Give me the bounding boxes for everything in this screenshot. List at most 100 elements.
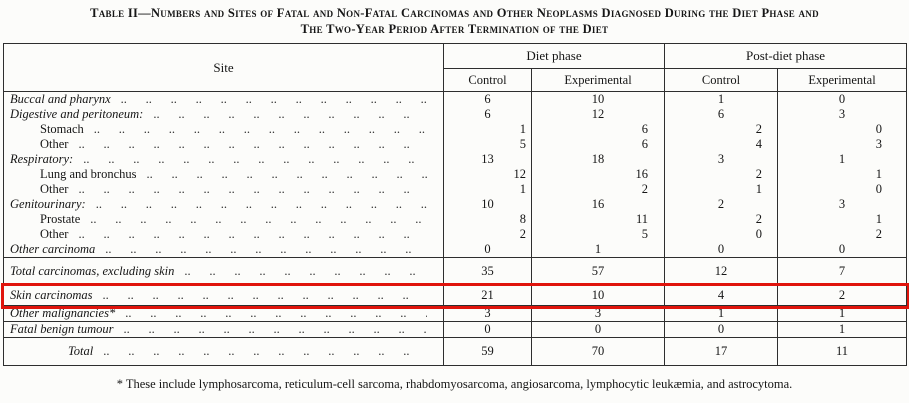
table-row: Other .. .. .. .. .. .. .. .. .. .. .. ..… [3,137,907,152]
value-cell: 0 [777,242,907,258]
value-cell: 0 [531,321,666,338]
value-cell: 59 [443,337,532,366]
dot-leader: .. .. .. .. .. .. .. .. .. .. .. .. .. .… [125,306,427,320]
row-label: Other carcinoma [10,242,96,256]
value-cell: 5 [531,227,666,242]
dot-leader: .. .. .. .. .. .. .. .. .. .. .. .. .. .… [93,122,427,136]
row-label: Prostate [40,212,81,226]
value-cell: 0 [443,242,532,258]
value-cell: 1 [664,305,779,322]
table-row: Other .. .. .. .. .. .. .. .. .. .. .. ..… [3,227,907,242]
value-cell: 35 [443,257,532,286]
value-cell: 3 [838,107,846,121]
value-cell: 5 [443,137,532,152]
table-row: Genitourinary: .. .. .. .. .. .. .. .. ..… [3,197,907,212]
row-label: Buccal and pharynx [10,92,111,106]
row-label: Stomach [40,122,84,136]
value-cell: 16 [531,197,666,212]
value-cell: 1 [664,91,779,107]
value-cell: 6 [531,137,666,152]
table-header: Site Diet phase Post-diet phase Control … [3,43,907,92]
value-cell: 0 [875,122,883,136]
value-cell: 1 [443,182,532,197]
dot-leader: .. .. .. .. .. .. .. .. .. .. .. .. .. .… [184,264,427,278]
site-cell: Buccal and pharynx .. .. .. .. .. .. .. .… [3,91,444,107]
value-cell: 7 [777,257,907,286]
row-label: Other [40,137,69,151]
table-title-line2: The Two-Year Period After Termination of… [300,22,609,36]
value-cell: 1 [664,182,779,197]
header-group-row: Site Diet phase Post-diet phase [3,43,907,92]
dot-leader: .. .. .. .. .. .. .. .. .. .. .. .. .. .… [102,288,427,302]
site-cell: Total carcinomas, excluding skin .. .. ..… [3,257,444,286]
table-row: Other carcinoma .. .. .. .. .. .. .. .. .… [3,242,907,258]
row-label: Digestive and peritoneum: [10,107,144,121]
value-cell: 2 [664,122,779,137]
value-cell: 8 [443,212,532,227]
value-cell: 3 [875,137,883,151]
value-cell: 0 [664,242,779,258]
value-cell: 1 [875,167,883,181]
value-cell: 17 [664,337,779,366]
value-cell: 11 [531,212,666,227]
value-cell: 1 [443,122,532,137]
value-cell: 1 [777,321,907,338]
dot-leader: .. .. .. .. .. .. .. .. .. .. .. .. .. .… [123,322,427,336]
value-cell: 4 [664,285,779,306]
value-cell: 2 [875,227,883,241]
value-cell: 6 [443,107,532,122]
value-cell: 0 [664,227,779,242]
dot-leader: .. .. .. .. .. .. .. .. .. .. .. .. .. .… [146,167,427,181]
site-cell: Lung and bronchus .. .. .. .. .. .. .. ..… [3,167,444,182]
table-title-line1: Table II—Numbers and Sites of Fatal and … [90,6,819,20]
value-cell: 10 [531,285,666,306]
dot-leader: .. .. .. .. .. .. .. .. .. .. .. .. .. .… [78,227,427,241]
value-cell: 3 [531,305,666,322]
value-cell: 1 [531,242,666,258]
table-row: Total .. .. .. .. .. .. .. .. .. .. .. ..… [3,337,907,366]
row-label: Respiratory: [10,152,74,166]
row-label: Total [68,344,94,358]
value-cell: 1 [838,152,846,166]
row-label: Genitourinary: [10,197,86,211]
footnote: * These include lymphosarcoma, reticulum… [116,377,793,391]
table-row: Fatal benign tumour .. .. .. .. .. .. .. … [3,321,907,338]
dot-leader: .. .. .. .. .. .. .. .. .. .. .. .. .. .… [105,242,427,256]
carcinoma-table: Site Diet phase Post-diet phase Control … [0,43,909,366]
value-cell: 4 [664,137,779,152]
value-cell: 2 [664,167,779,182]
table-row: Respiratory: .. .. .. .. .. .. .. .. .. .… [3,152,907,167]
value-cell: 12 [443,167,532,182]
table-row: Digestive and peritoneum: .. .. .. .. .. … [3,107,907,122]
value-cell: 1 [875,212,883,226]
row-label: Lung and bronchus [40,167,137,181]
dot-leader: .. .. .. .. .. .. .. .. .. .. .. .. .. .… [90,212,427,226]
site-cell: Prostate .. .. .. .. .. .. .. .. .. .. ..… [3,212,444,227]
table-title: Table II—Numbers and Sites of Fatal and … [0,0,909,37]
table-body: Buccal and pharynx .. .. .. .. .. .. .. .… [0,91,909,366]
value-cell: 3 [443,305,532,322]
table-row: Stomach .. .. .. .. .. .. .. .. .. .. .. … [3,122,907,137]
header-subcolumn-row: Control Experimental Control Experimenta… [4,68,907,92]
value-cell: 0 [875,182,883,196]
value-cell: 2 [777,285,907,306]
row-label: Other malignancies* [10,306,116,320]
site-cell: Skin carcinomas .. .. .. .. .. .. .. .. .… [3,285,444,306]
site-cell: Other .. .. .. .. .. .. .. .. .. .. .. ..… [3,182,444,197]
table-row: Total carcinomas, excluding skin .. .. ..… [3,257,907,286]
value-cell: 3 [664,152,779,167]
postdiet-control-header: Control [664,68,779,92]
row-label: Skin carcinomas [10,288,93,302]
site-cell: Total .. .. .. .. .. .. .. .. .. .. .. ..… [3,337,444,366]
site-cell: Respiratory: .. .. .. .. .. .. .. .. .. .… [3,152,444,167]
value-cell: 21 [443,285,532,306]
value-cell: 0 [838,92,846,106]
value-cell: 13 [443,152,532,167]
value-cell: 10 [443,197,532,212]
dot-leader: .. .. .. .. .. .. .. .. .. .. .. .. .. .… [78,182,427,196]
row-label: Fatal benign tumour [10,322,114,336]
table-row: Lung and bronchus .. .. .. .. .. .. .. ..… [3,167,907,182]
diet-phase-header: Diet phase [443,43,666,69]
value-cell: 0 [443,321,532,338]
